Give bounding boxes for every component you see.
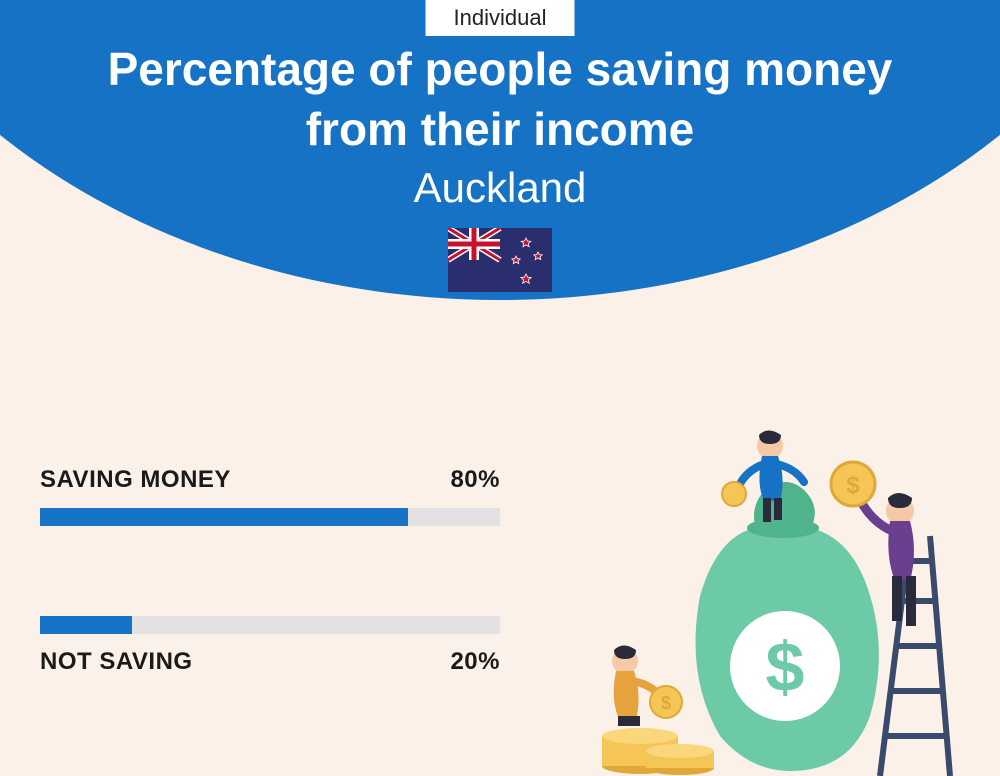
savings-illustration: $ $ $	[570, 416, 970, 776]
nz-flag-icon	[448, 228, 552, 292]
bar-row-notsaving: NOT SAVING 20%	[40, 616, 500, 676]
title-block: Percentage of people saving money from t…	[0, 40, 1000, 212]
bars-section: SAVING MONEY 80% NOT SAVING 20%	[40, 466, 500, 766]
bar-track-saving	[40, 508, 500, 526]
bar-fill-saving	[40, 508, 408, 526]
coin-stack-icon	[602, 728, 714, 775]
bar-track-notsaving	[40, 616, 500, 634]
ladder-icon	[880, 536, 950, 776]
person-sitting-icon: $	[612, 646, 682, 727]
bar-label-notsaving: NOT SAVING	[40, 648, 193, 676]
badge-label: Individual	[454, 5, 547, 30]
money-bag-icon: $	[696, 482, 879, 771]
bar-value-saving: 80%	[450, 466, 500, 494]
title-line-1: Percentage of people saving money	[0, 40, 1000, 100]
bar-value-notsaving: 20%	[450, 648, 500, 676]
svg-text:$: $	[846, 472, 860, 499]
svg-text:$: $	[766, 628, 805, 706]
svg-text:$: $	[661, 693, 671, 713]
bar-label-saving: SAVING MONEY	[40, 466, 231, 494]
title-location: Auckland	[0, 164, 1000, 212]
category-badge: Individual	[426, 0, 575, 36]
bar-fill-notsaving	[40, 616, 132, 634]
bar-row-saving: SAVING MONEY 80%	[40, 466, 500, 526]
title-line-2: from their income	[0, 100, 1000, 160]
